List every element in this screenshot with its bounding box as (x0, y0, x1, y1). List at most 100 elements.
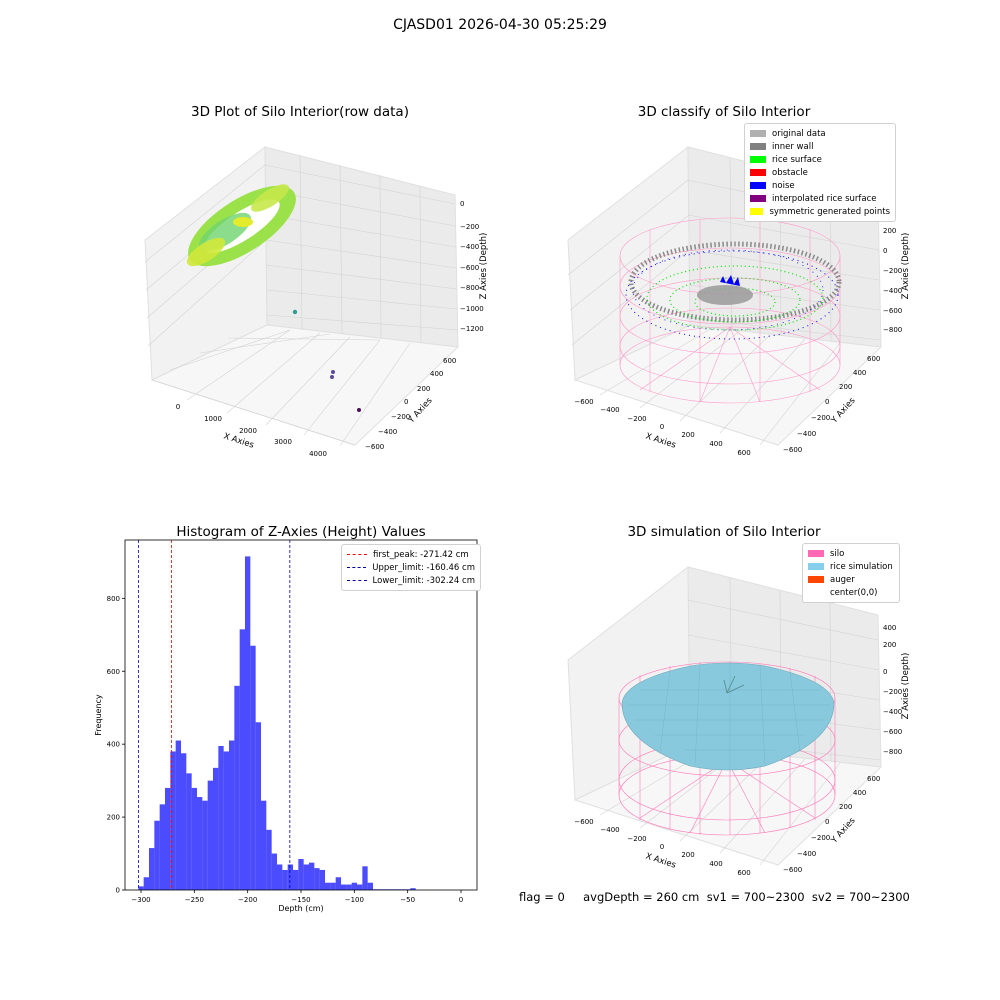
p1-x-tick: 1000 (204, 415, 222, 423)
p2-center-cluster (697, 285, 753, 305)
p2-z-tick: 0 (883, 247, 887, 255)
p1-z-tick: −600 (460, 264, 479, 272)
legend-swatch (750, 169, 766, 176)
histogram-bar (319, 869, 325, 890)
p2-tick-labels: −600 −400 −200 0 200 400 600 −600 −400 −… (574, 227, 902, 457)
histogram-x-tick-label: −300 (131, 896, 150, 904)
legend-swatch (750, 143, 766, 150)
p2-silo-wireframe (619, 217, 841, 404)
p1-x-tick: 0 (176, 403, 180, 411)
p2-z-tick: −200 (883, 267, 902, 275)
histogram-bar (357, 884, 363, 890)
histogram-bar (223, 751, 229, 890)
histogram-y-tick-label: 0 (116, 887, 120, 895)
p2-x-label: X Axies (644, 431, 677, 450)
p1-z-tick: −800 (460, 284, 479, 292)
histogram-bar (170, 751, 176, 890)
histogram-x-tick-label: −50 (400, 896, 415, 904)
histogram-x-tick-label: −150 (291, 896, 310, 904)
legend-item: rice surface (750, 153, 890, 166)
legend-item: inner wall (750, 140, 890, 153)
p4-x-tick: 0 (660, 843, 664, 851)
histogram-bar (143, 877, 149, 890)
p1-z-tick: −1000 (460, 305, 484, 313)
p4-y-tick: −600 (783, 866, 802, 874)
p4-x-tick: −200 (627, 835, 646, 843)
p4-grid (599, 577, 881, 866)
p2-noise (625, 250, 839, 340)
histogram-bar (239, 629, 245, 890)
histogram-bar (378, 889, 384, 890)
p2-floor-pane (573, 324, 883, 446)
histogram-y-ticks: 0 200 400 600 800 (107, 595, 125, 895)
histogram-bar (314, 868, 320, 890)
histogram-bar (410, 888, 416, 890)
histogram-x-tick-label: −200 (238, 896, 257, 904)
p1-tick-labels: 0 1000 2000 3000 4000 −600 −400 −200 0 2… (176, 200, 484, 458)
legend-swatch (750, 208, 764, 215)
histogram-bar (207, 780, 213, 890)
legend-swatch (808, 550, 824, 557)
histogram-bar (389, 889, 395, 890)
histogram-bar (154, 820, 160, 890)
p4-z-tick: −200 (883, 688, 902, 696)
legend-item: obstacle (750, 166, 890, 179)
legend-swatch (750, 130, 766, 137)
p2-x-tick: −200 (627, 415, 646, 423)
histogram-bar (405, 889, 411, 890)
p2-y-tick: −400 (797, 430, 816, 438)
p1-z-tick: −200 (460, 223, 479, 231)
p1-z-tick: −1200 (460, 325, 484, 333)
p2-left-pane (567, 145, 691, 381)
p2-x-tick: −400 (600, 406, 619, 414)
panel3-title: Histogram of Z-Axies (Height) Values (176, 524, 426, 540)
histogram-bar (367, 882, 373, 890)
histogram-bar (218, 745, 224, 890)
histogram-bar (186, 773, 192, 890)
p2-y-tick: 600 (867, 355, 880, 363)
p4-left-pane (567, 565, 691, 801)
p4-z-tick: 400 (883, 624, 896, 632)
p1-data-ring (186, 184, 296, 267)
legend-item: Upper_limit: -160.46 cm (347, 561, 475, 574)
histogram-x-tick-label: −100 (345, 896, 364, 904)
p2-x-tick: 0 (660, 423, 664, 431)
histogram-bar (165, 787, 171, 890)
histogram-bar (234, 685, 240, 890)
p4-floor-pane (573, 744, 883, 866)
legend-item: first_peak: -271.42 cm (347, 548, 475, 561)
p1-x-tick: 2000 (239, 427, 257, 435)
histogram-x-label: Depth (cm) (278, 904, 323, 913)
legend-item: symmetric generated points (750, 205, 890, 218)
p2-x-tick: 200 (681, 431, 694, 439)
p4-z-tick: −800 (883, 748, 902, 756)
histogram-vlines (138, 540, 291, 890)
p1-z-tick: −400 (460, 243, 479, 251)
p2-legend: original data inner wall rice surface ob… (744, 123, 896, 222)
legend-swatch (808, 576, 824, 583)
histogram-bar (159, 804, 165, 890)
p2-y-tick: −600 (783, 446, 802, 454)
legend-swatch (750, 195, 766, 202)
status-line: flag = 0 avgDepth = 260 cm sv1 = 700~230… (519, 890, 910, 904)
p4-y-tick: 600 (867, 775, 880, 783)
p1-y-tick: −200 (391, 413, 410, 421)
p4-z-label: Z Axies (Depth) (901, 653, 911, 720)
p2-x-tick: −600 (574, 398, 593, 406)
histogram-bar (175, 740, 181, 890)
p4-y-tick: 400 (853, 789, 866, 797)
legend-item: center(0,0) (808, 586, 894, 599)
histogram-bar (303, 864, 309, 890)
p4-z-tick: −400 (883, 708, 902, 716)
histogram-bar (373, 889, 379, 890)
p1-y-tick: −600 (365, 443, 384, 451)
p1-x-label: X Axies (222, 431, 255, 450)
histogram-bar (229, 740, 235, 890)
p2-inner-wall (628, 241, 842, 323)
histogram-bar (383, 889, 389, 890)
p2-z-tick: −400 (883, 287, 902, 295)
legend-line (347, 554, 367, 555)
p4-y-tick: 200 (839, 803, 852, 811)
p4-y-tick: −400 (797, 850, 816, 858)
histogram-x-tick-label: 0 (459, 896, 463, 904)
